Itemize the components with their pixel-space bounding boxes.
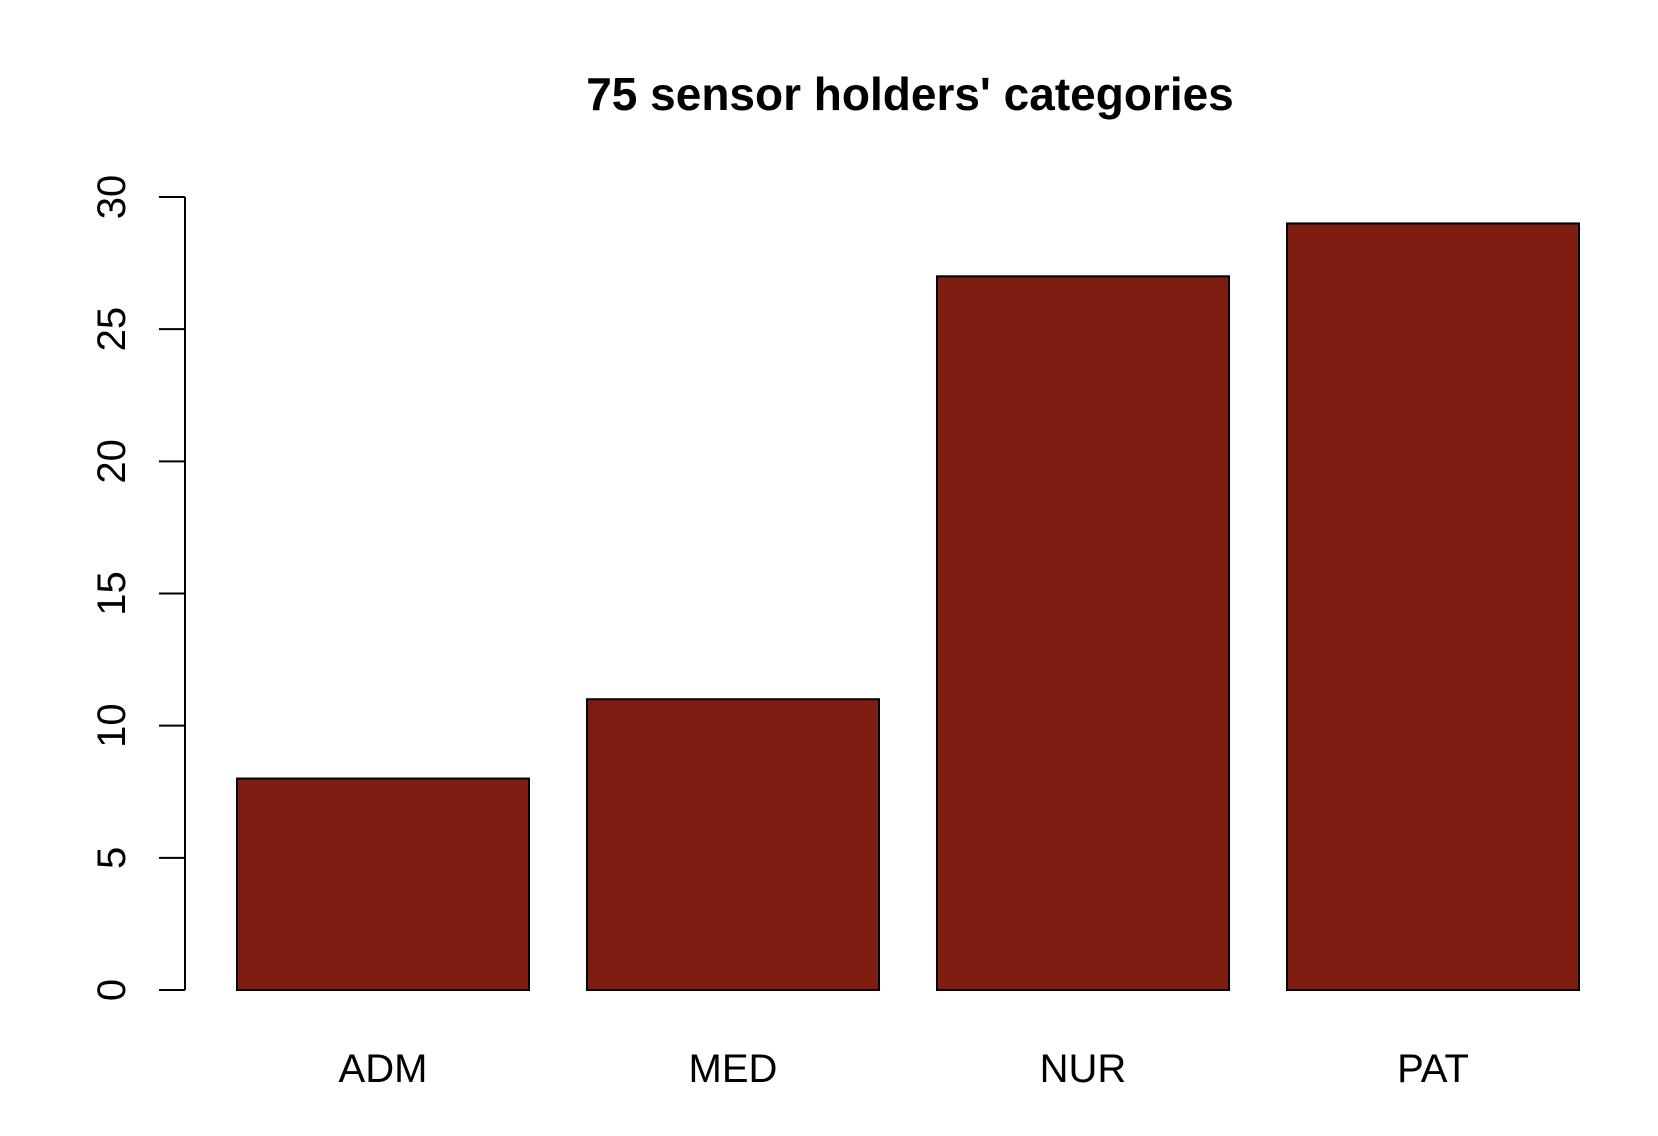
y-tick-label: 5 bbox=[90, 847, 134, 869]
bar-pat bbox=[1286, 222, 1580, 991]
chart-title: 75 sensor holders' categories bbox=[586, 68, 1234, 120]
x-tick-label-pat: PAT bbox=[1397, 1047, 1469, 1091]
bar-nur bbox=[936, 275, 1230, 991]
y-axis: 0 5 10 15 20 25 30 bbox=[90, 175, 186, 1001]
bars-group bbox=[236, 222, 1580, 991]
x-tick-label-nur: NUR bbox=[1040, 1047, 1127, 1091]
y-tick-label: 0 bbox=[90, 979, 134, 1001]
x-axis-labels: ADM MED NUR PAT bbox=[339, 1047, 1469, 1091]
bar-adm bbox=[236, 777, 530, 991]
x-tick-label-adm: ADM bbox=[339, 1047, 428, 1091]
bar-med bbox=[586, 698, 880, 991]
x-tick-label-med: MED bbox=[689, 1047, 778, 1091]
y-tick-label: 30 bbox=[90, 175, 134, 220]
y-tick-label: 20 bbox=[90, 439, 134, 484]
y-tick-label: 15 bbox=[90, 571, 134, 616]
y-tick-label: 25 bbox=[90, 307, 134, 352]
y-tick-label: 10 bbox=[90, 703, 134, 748]
